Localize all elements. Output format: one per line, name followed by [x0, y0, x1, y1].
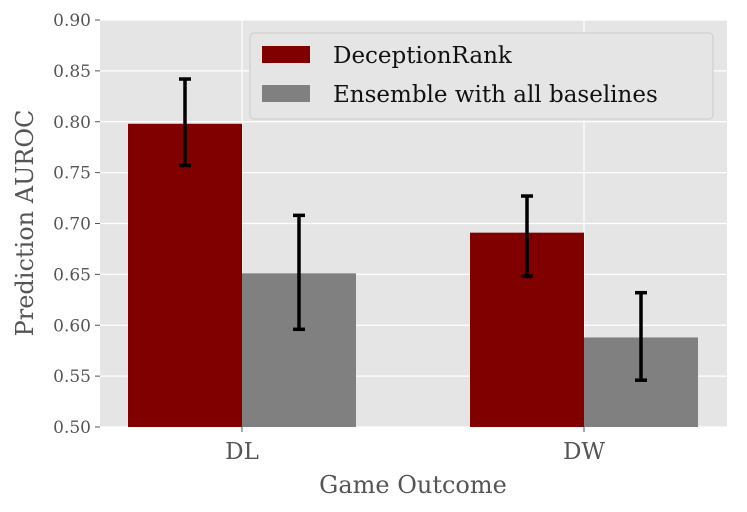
- y-tick-label: 0.85: [53, 62, 91, 82]
- error-bar: [179, 77, 191, 168]
- legend-swatch-ensemble: [262, 85, 310, 102]
- legend-label-ensemble: Ensemble with all baselines: [333, 82, 658, 108]
- y-tick-label: 0.90: [53, 11, 91, 31]
- bar-deceptionrank-dl: [128, 123, 242, 427]
- error-bars: [179, 77, 647, 382]
- legend-swatch-deceptionrank: [262, 46, 310, 63]
- x-axis-ticks: DL DW: [225, 427, 605, 465]
- y-tick-label: 0.60: [53, 316, 91, 336]
- y-tick-label: 0.55: [53, 367, 91, 387]
- y-tick-label: 0.50: [53, 418, 91, 438]
- legend-label-deceptionrank: DeceptionRank: [333, 43, 513, 69]
- y-axis-label: Prediction AUROC: [11, 110, 39, 337]
- y-tick-label: 0.70: [53, 215, 91, 235]
- x-tick-label-dl: DL: [225, 439, 259, 465]
- y-tick-label: 0.80: [53, 113, 91, 133]
- error-bar: [293, 213, 305, 332]
- x-axis-label: Game Outcome: [319, 471, 507, 499]
- legend: DeceptionRank Ensemble with all baseline…: [249, 32, 714, 120]
- y-tick-label: 0.65: [53, 265, 91, 285]
- legend-box: [249, 32, 714, 120]
- error-bar: [635, 290, 647, 382]
- error-bar: [521, 194, 533, 279]
- y-tick-label: 0.75: [53, 164, 91, 184]
- y-axis-ticks: 0.50 0.55 0.60 0.65 0.70 0.75 0.80 0.85 0.90: [53, 11, 100, 438]
- x-tick-label-dw: DW: [563, 439, 605, 465]
